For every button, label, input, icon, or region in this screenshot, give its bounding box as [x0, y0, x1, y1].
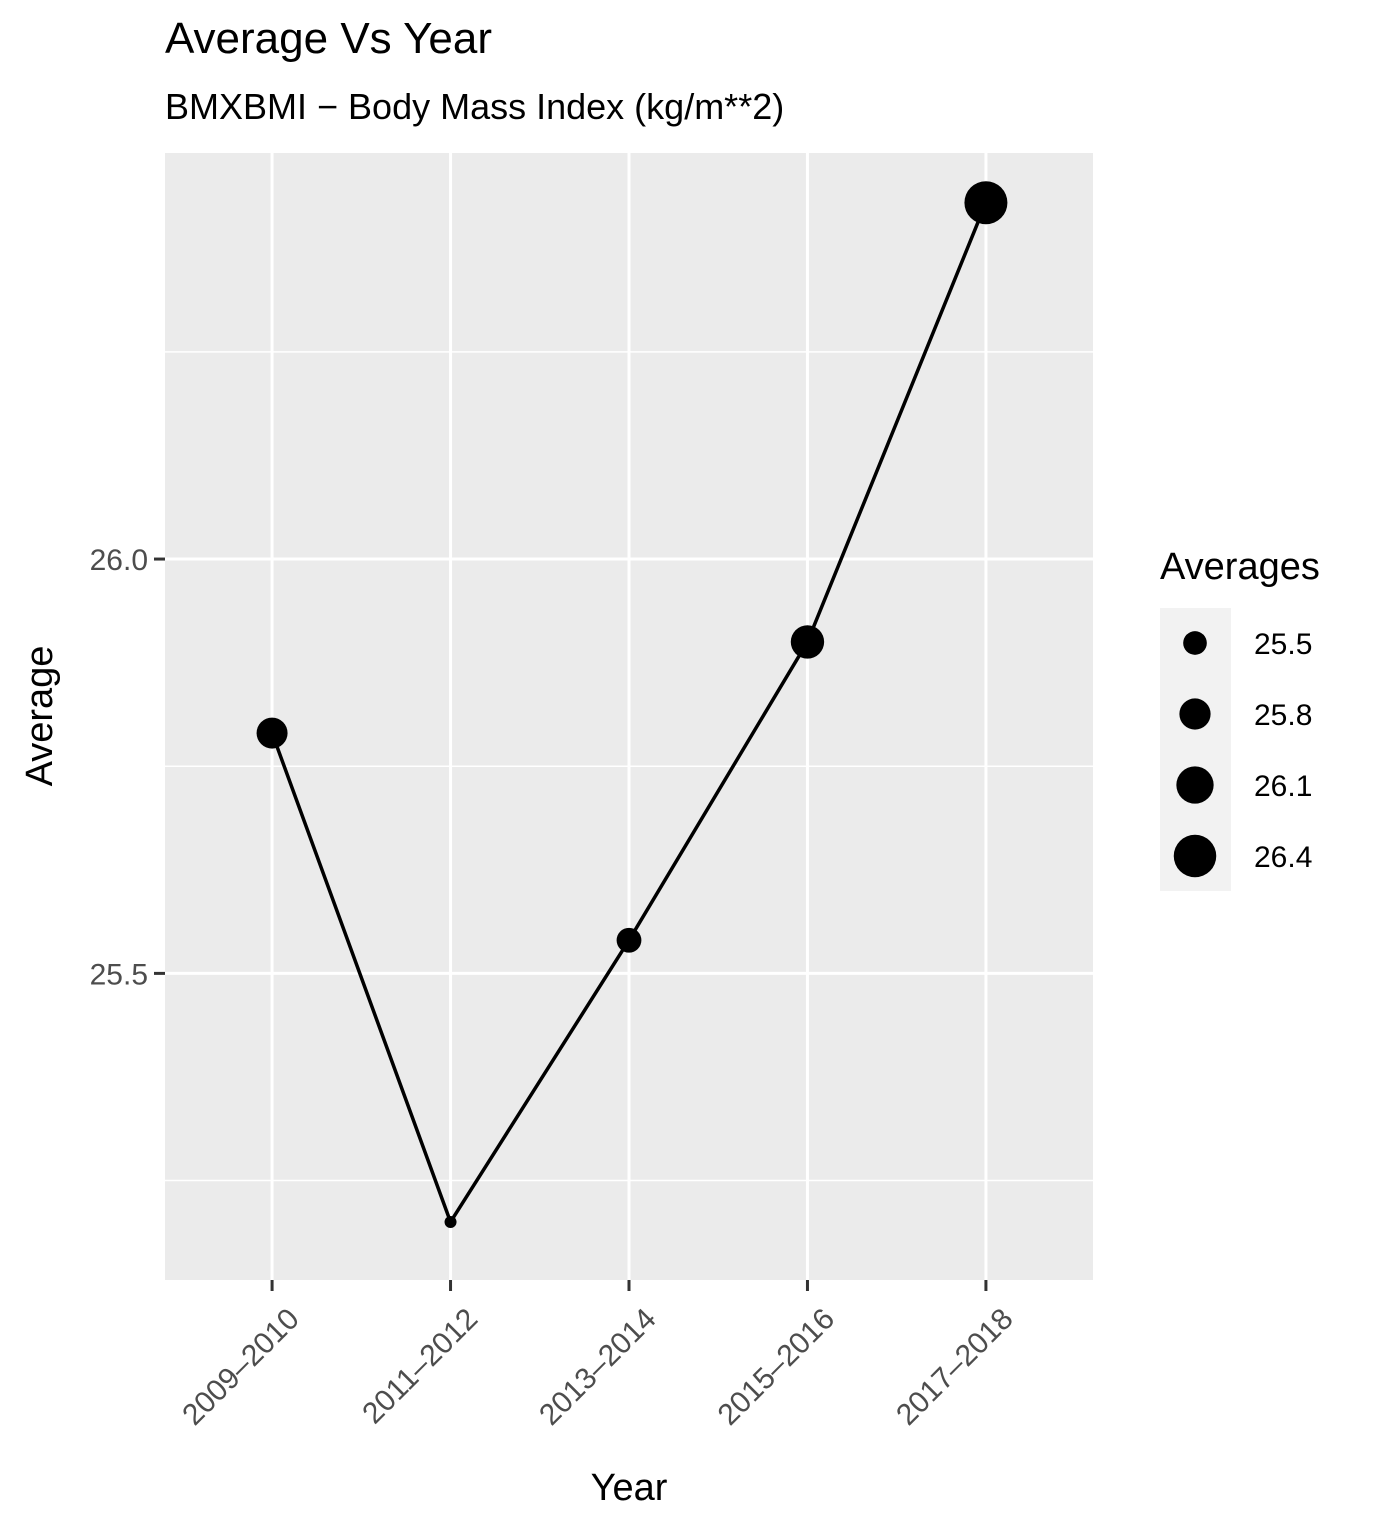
- y-tick-label: 25.5: [90, 958, 148, 991]
- data-point: [964, 181, 1008, 225]
- x-tick-label: 2009–2010: [176, 1302, 306, 1432]
- y-axis: 25.5 26.0: [90, 544, 165, 991]
- y-axis-title: Average: [19, 646, 61, 787]
- legend-key: [1179, 698, 1211, 730]
- legend-key: [1176, 766, 1214, 804]
- legend-key: [1183, 631, 1207, 655]
- x-tick-label: 2013–2014: [533, 1302, 663, 1432]
- legend-label: 25.5: [1254, 628, 1312, 661]
- legend: Averages 25.5 25.8 26.1 26.4: [1160, 546, 1320, 891]
- legend-label: 25.8: [1254, 699, 1312, 732]
- data-point: [616, 927, 642, 953]
- data-point: [790, 625, 825, 659]
- chart-subtitle: BMXBMI − Body Mass Index (kg/m**2): [165, 86, 784, 127]
- x-tick-label: 2015–2016: [712, 1302, 842, 1432]
- y-tick-label: 26.0: [90, 544, 148, 577]
- x-axis: 2009–2010 2011–2012 2013–2014 2015–2016 2017…: [176, 1280, 1020, 1432]
- grid-lines: [165, 153, 1093, 1280]
- x-axis-title: Year: [591, 1467, 668, 1509]
- data-points: [256, 181, 1008, 1228]
- data-point: [256, 717, 288, 749]
- data-point: [444, 1215, 457, 1228]
- x-tick-label: 2017–2018: [890, 1302, 1020, 1432]
- legend-key: [1173, 834, 1217, 878]
- chart-title: Average Vs Year: [165, 14, 492, 63]
- x-tick-label: 2011–2012: [356, 1302, 484, 1430]
- legend-label: 26.1: [1254, 770, 1312, 803]
- legend-keys: 25.5 25.8 26.1 26.4: [1173, 628, 1312, 878]
- legend-label: 26.4: [1254, 841, 1312, 874]
- legend-title: Averages: [1160, 546, 1320, 588]
